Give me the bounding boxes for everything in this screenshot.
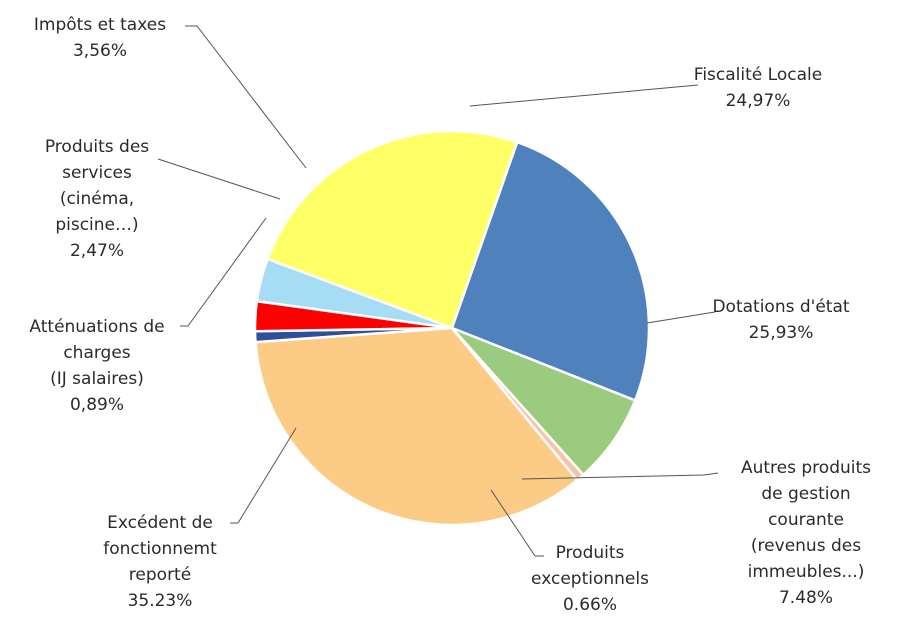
- slice-name-line: Autres produits: [741, 458, 871, 478]
- pie-slice-fiscalite: [265, 129, 519, 330]
- slice-percentage: 2,47%: [70, 241, 124, 261]
- slice-name-line: Produits des: [45, 137, 149, 157]
- leader-line-services: [157, 158, 281, 200]
- slice-labels: Fiscalité Locale 24,97% Dotations d'état 25…: [29, 15, 871, 615]
- slice-name-line: piscine…): [55, 215, 138, 235]
- slice-label-dotations: Dotations d'état 25,93%: [712, 297, 849, 343]
- slice-percentage: 24,97%: [726, 91, 791, 111]
- slice-name-line: (cinéma,: [60, 189, 134, 209]
- slice-percentage: 25,93%: [749, 323, 814, 343]
- slice-percentage: 0,89%: [70, 395, 124, 415]
- slice-label-exceptionnels: Produits exceptionnels 0.66%: [531, 543, 649, 615]
- slice-name-line: Fiscalité Locale: [694, 65, 822, 85]
- slice-percentage: 35.23%: [128, 591, 193, 611]
- slice-name-line: reporté: [129, 565, 191, 585]
- leader-line-impots: [185, 25, 307, 169]
- slice-name-line: courante: [768, 510, 844, 530]
- slice-label-attenuations: Atténuations de charges (IJ salaires) 0,89%: [29, 317, 164, 415]
- slice-name-line: (IJ salaires): [50, 369, 144, 389]
- pie-slices: [253, 129, 651, 527]
- slice-label-impots: Impôts et taxes 3,56%: [34, 15, 166, 61]
- slice-name-line: Produits: [556, 543, 625, 563]
- leader-line-excedent: [230, 427, 297, 524]
- slice-name-line: Atténuations de: [29, 317, 164, 337]
- slice-name-line: exceptionnels: [531, 569, 649, 589]
- slice-name-line: immeubles...): [748, 562, 865, 582]
- slice-name-line: de gestion: [761, 484, 850, 504]
- slice-label-excedent: Excédent de fonctionnemt reporté 35.23%: [103, 513, 217, 611]
- leader-line-exceptionnels: [490, 489, 544, 557]
- pie-slice-excedent: [254, 326, 579, 527]
- slice-label-fiscalite: Fiscalité Locale 24,97%: [694, 65, 822, 111]
- slice-name-line: Impôts et taxes: [34, 15, 166, 35]
- slice-name-line: Dotations d'état: [712, 297, 849, 317]
- slice-name-line: services: [62, 163, 132, 183]
- leader-line-fiscalite: [469, 84, 699, 107]
- slice-label-services: Produits des services (cinéma, piscine…) 2,4…: [45, 137, 149, 261]
- pie-slice-dotations: [450, 140, 651, 403]
- slice-name-line: fonctionnemt: [103, 539, 217, 559]
- slice-name-line: charges: [63, 343, 130, 363]
- slice-name-line: Excédent de: [107, 513, 213, 533]
- slice-label-autres: Autres produits de gestion courante (revenu…: [741, 458, 871, 608]
- leader-line-autres: [521, 472, 719, 480]
- slice-percentage: 7.48%: [779, 588, 833, 608]
- leader-line-dotations: [646, 311, 716, 324]
- slice-name-line: (revenus des: [751, 536, 861, 556]
- leader-line-attenuations: [180, 217, 267, 327]
- leader-lines: [157, 25, 719, 557]
- slice-percentage: 0.66%: [563, 595, 617, 615]
- pie-slice-impots: [255, 257, 453, 330]
- slice-percentage: 3,56%: [73, 41, 127, 61]
